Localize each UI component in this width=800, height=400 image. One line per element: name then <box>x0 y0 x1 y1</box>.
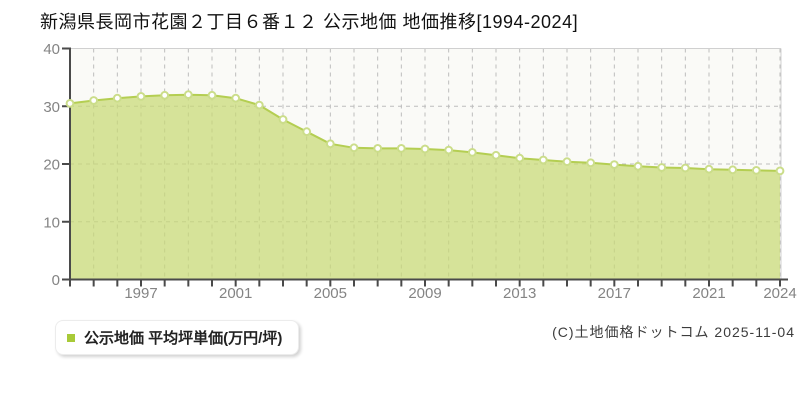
data-point-markers <box>65 90 785 176</box>
svg-text:0: 0 <box>52 272 60 289</box>
legend-label: 公示地価 平均坪単価(万円/坪) <box>84 330 283 347</box>
svg-text:20: 20 <box>43 157 60 174</box>
axes <box>62 47 788 287</box>
svg-text:40: 40 <box>43 41 60 58</box>
x-axis-tick-labels: 1997 2001 2005 2009 2013 2017 2021 2024 <box>124 285 796 302</box>
y-axis-tick-labels: 0 10 20 30 40 <box>43 41 60 289</box>
legend-marker-square <box>67 333 75 342</box>
svg-text:2017: 2017 <box>598 285 631 302</box>
copyright-text: (C)土地価格ドットコム 2025-11-04 <box>552 324 795 340</box>
svg-text:2009: 2009 <box>408 285 441 302</box>
svg-text:2001: 2001 <box>219 285 252 302</box>
svg-text:2024: 2024 <box>763 285 796 302</box>
svg-text:2013: 2013 <box>503 285 536 302</box>
plot-border <box>70 48 782 280</box>
svg-text:10: 10 <box>43 214 60 231</box>
svg-text:30: 30 <box>43 99 60 116</box>
svg-text:2021: 2021 <box>692 285 725 302</box>
area-fill <box>70 94 780 280</box>
legend: 公示地価 平均坪単価(万円/坪) <box>55 320 300 355</box>
price-trend-area-chart: 0 10 20 30 40 1997 2001 2005 2009 2013 2017 2021 202… <box>43 41 796 302</box>
svg-text:1997: 1997 <box>124 285 157 302</box>
svg-text:2005: 2005 <box>314 285 347 302</box>
chart-title: 新潟県長岡市花園２丁目６番１２ 公示地価 地価推移[1994-2024] <box>40 12 579 32</box>
